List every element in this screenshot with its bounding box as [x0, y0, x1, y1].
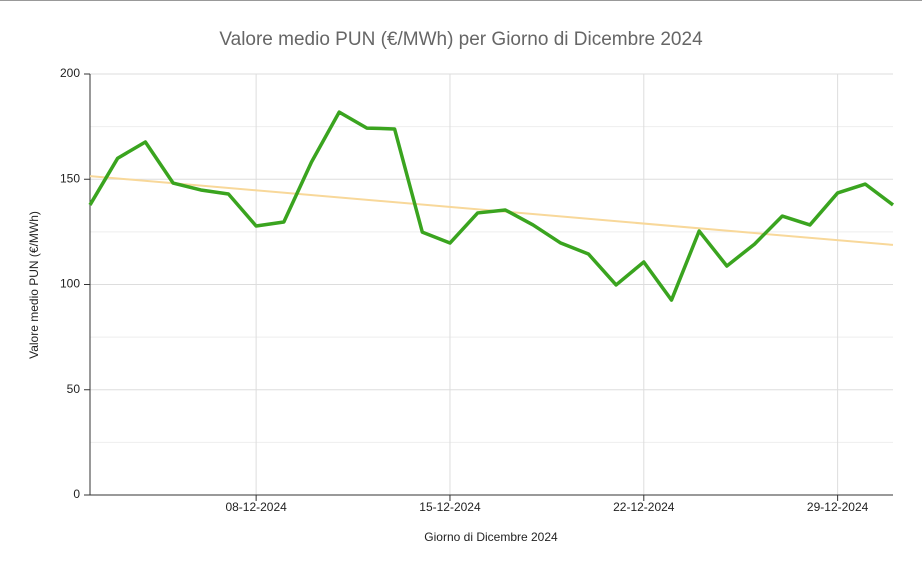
x-tick-label: 08-12-2024	[225, 500, 287, 514]
x-tick-label: 29-12-2024	[807, 500, 869, 514]
y-tick-label: 100	[60, 277, 80, 291]
data-line	[88, 110, 895, 302]
y-tick-label: 150	[60, 171, 80, 185]
y-tick-label: 0	[73, 487, 80, 501]
y-axis-label: Valore medio PUN (€/MWh)	[27, 211, 41, 359]
x-axis-label: Giorno di Dicembre 2024	[424, 530, 558, 544]
y-tick-label: 50	[67, 382, 81, 396]
chart-title: Valore medio PUN (€/MWh) per Giorno di D…	[219, 29, 703, 50]
x-tick-label: 15-12-2024	[419, 500, 481, 514]
y-tick-label: 200	[60, 66, 80, 80]
x-tick-label: 22-12-2024	[613, 500, 675, 514]
